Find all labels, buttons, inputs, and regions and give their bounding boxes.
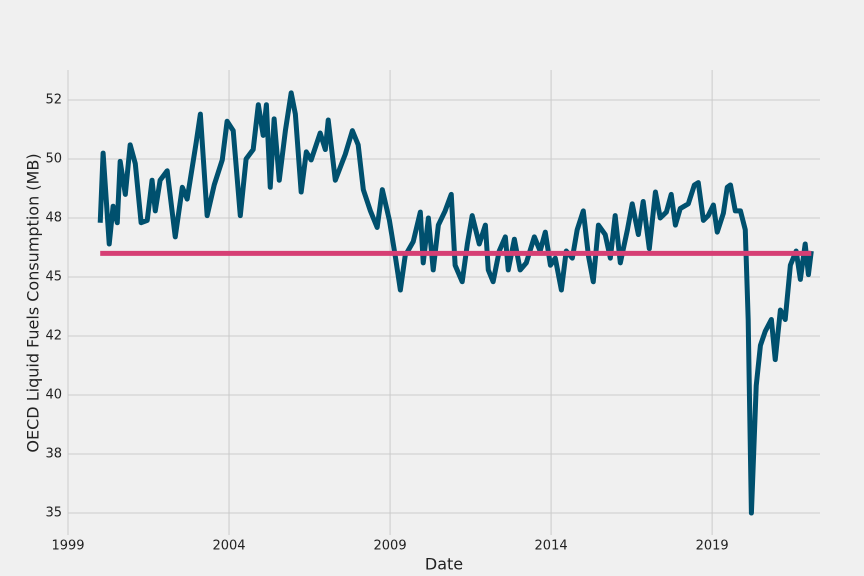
x-tick-label: 2004 — [212, 539, 245, 554]
y-tick-label: 48 — [45, 210, 62, 225]
y-tick-label: 38 — [45, 447, 62, 462]
y-axis-label: OECD Liquid Fuels Consumption (MB) — [24, 153, 43, 452]
x-tick-label: 2014 — [535, 539, 568, 554]
series-line — [97, 90, 814, 516]
x-tick-label: 2009 — [374, 539, 407, 554]
y-tick-label: 35 — [45, 506, 62, 521]
x-axis-label: Date — [425, 555, 463, 574]
y-tick-label: 50 — [45, 151, 62, 166]
y-tick-label: 52 — [45, 92, 62, 107]
y-tick-label: 40 — [45, 388, 62, 403]
x-tick-label: 2019 — [696, 539, 729, 554]
y-tick-label: 42 — [45, 329, 62, 344]
y-tick-label: 45 — [45, 270, 62, 285]
x-tick-label: 1999 — [51, 539, 84, 554]
